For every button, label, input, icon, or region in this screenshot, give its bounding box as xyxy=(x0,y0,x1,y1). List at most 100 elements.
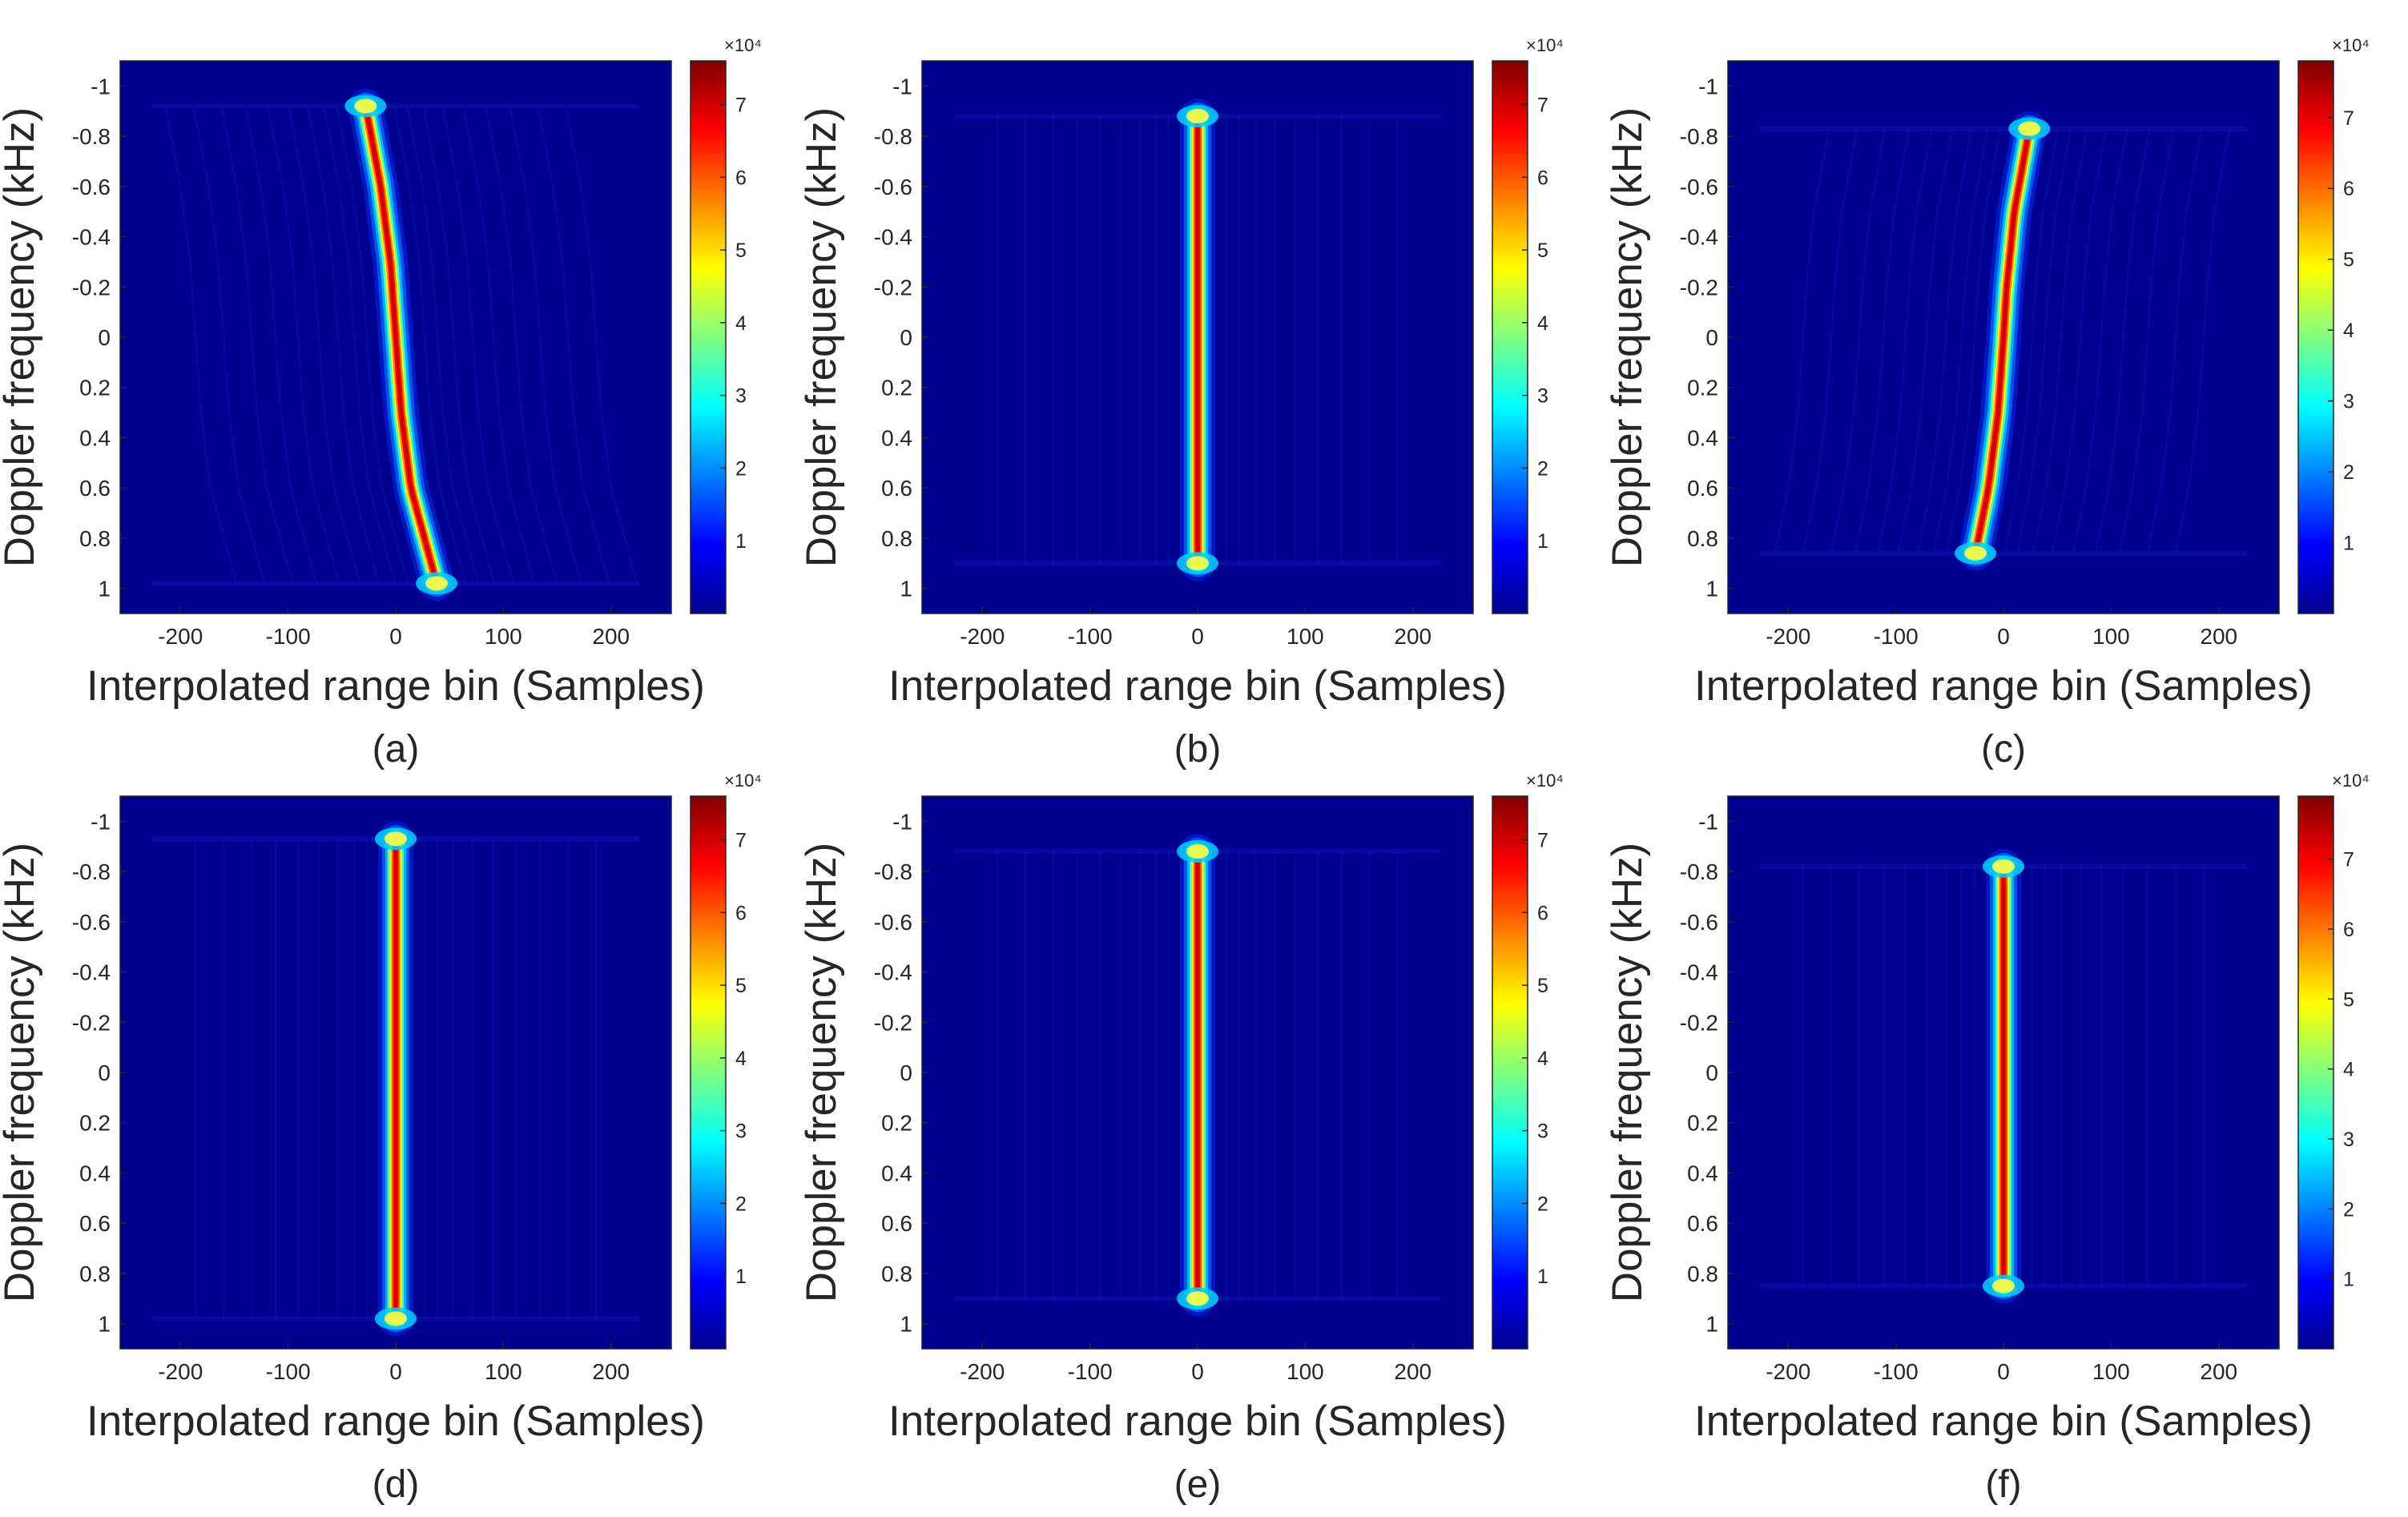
x-tick-label: -100 xyxy=(266,624,311,649)
y-tick-label: -1 xyxy=(892,809,912,834)
colorbar-tick-label: 5 xyxy=(735,975,747,997)
y-axis-label: Doppler frequency (kHz) xyxy=(1604,107,1651,567)
y-tick-label: 0.4 xyxy=(1687,425,1718,450)
sidelobe-curve xyxy=(1916,128,1973,553)
y-tick-label: 0.6 xyxy=(79,1211,111,1236)
colorbar-tick-label: 4 xyxy=(2343,1059,2354,1081)
y-tick-label: 0.6 xyxy=(881,1211,912,1236)
sidelobe-curve xyxy=(306,106,381,584)
colorbar-tick-label: 1 xyxy=(2343,1269,2354,1291)
sidelobe-curve xyxy=(2094,128,2151,553)
x-axis-label: Interpolated range bin (Samples) xyxy=(1694,1398,2313,1445)
y-tick-label: -0.6 xyxy=(1680,175,1718,199)
sidelobe-curve xyxy=(266,106,340,584)
y-tick-label: -0.6 xyxy=(72,910,111,935)
x-tick-label: -100 xyxy=(1068,1359,1113,1384)
colorbar-tick-label: 3 xyxy=(2343,1129,2354,1151)
sidelobe-curve xyxy=(1932,128,1989,553)
x-tick-label: 0 xyxy=(1997,1359,2010,1384)
y-tick-label: 0.2 xyxy=(881,376,912,400)
sidelobe-curve xyxy=(1774,128,1830,553)
heatmap-layer xyxy=(954,834,1441,1317)
y-tick-label: -0.8 xyxy=(874,859,912,884)
colorbar-frame xyxy=(2297,795,2334,1350)
y-tick-label: 0.6 xyxy=(1687,476,1718,501)
y-tick-label: -0.4 xyxy=(874,225,912,250)
y-axis-label: Doppler frequency (kHz) xyxy=(1604,843,1651,1302)
ridge-layer xyxy=(1974,127,2031,555)
sidelobe-curve xyxy=(1876,128,1933,553)
y-tick-label: -0.4 xyxy=(1680,960,1718,985)
colorbar-tick-label: 7 xyxy=(1537,829,1548,851)
panel: -200 -100 0 100 200 -1 -0.8 -0.6 -0.4 -0.2 0 0.2 0.4… xyxy=(1604,35,2370,771)
y-tick-label: 0.4 xyxy=(881,425,912,450)
colorbar-exponent: ×10⁴ xyxy=(724,771,762,791)
panel-label: (e) xyxy=(1174,1463,1222,1506)
sidelobe-curve xyxy=(287,106,361,584)
sidelobe-curve xyxy=(1945,128,2002,553)
colorbar-tick-label: 2 xyxy=(735,1193,747,1215)
x-tick-label: 200 xyxy=(1394,1359,1432,1384)
colorbar-frame xyxy=(1492,795,1528,1350)
y-tick-label: 1 xyxy=(98,577,111,602)
sidelobe-curve xyxy=(2031,128,2088,553)
x-tick-label: -200 xyxy=(1766,624,1810,649)
ridge-end-core xyxy=(1992,1278,2015,1294)
panel: -200 -100 0 100 200 -1 -0.8 -0.6 -0.4 -0.2 0 0.2 0.4… xyxy=(798,35,1564,771)
y-tick-label: -1 xyxy=(1698,74,1718,99)
y-axis-label: Doppler frequency (kHz) xyxy=(798,843,845,1302)
x-tick-label: 0 xyxy=(389,624,402,649)
colorbar-tick-label: 4 xyxy=(1537,312,1548,335)
x-tick-label: 100 xyxy=(485,1359,522,1384)
colorbar xyxy=(2298,796,2334,1349)
colorbar-exponent: ×10⁴ xyxy=(2332,35,2370,55)
colorbar-frame xyxy=(690,795,727,1350)
sidelobe-curve xyxy=(2072,128,2128,553)
sidelobe-curve xyxy=(163,106,238,584)
x-tick-label: 0 xyxy=(1997,624,2010,649)
y-tick-label: 0.8 xyxy=(881,1261,912,1286)
x-tick-label: 200 xyxy=(2200,1359,2237,1384)
heatmap-layer xyxy=(152,88,639,602)
y-tick-label: -0.6 xyxy=(1680,910,1718,935)
sidelobe-curve xyxy=(421,106,496,584)
x-axis-label: Interpolated range bin (Samples) xyxy=(888,1398,1507,1445)
x-tick-label: 100 xyxy=(485,624,522,649)
y-tick-label: -0.8 xyxy=(1680,859,1718,884)
colorbar-tick-label: 6 xyxy=(735,167,747,189)
ridge-end-core xyxy=(1186,1291,1209,1306)
colorbar-tick-label: 1 xyxy=(1537,1266,1548,1288)
heatmap-layer xyxy=(1760,848,2247,1304)
y-tick-label: 1 xyxy=(98,1312,111,1337)
colorbar-tick-label: 4 xyxy=(2343,320,2354,342)
panel: -200 -100 0 100 200 -1 -0.8 -0.6 -0.4 -0.2 0 0.2 0.4… xyxy=(0,35,762,771)
y-tick-label: 1 xyxy=(900,1312,912,1337)
colorbar-tick-label: 5 xyxy=(2343,249,2354,272)
colorbar-tick-label: 5 xyxy=(1537,239,1548,262)
y-tick-label: -0.2 xyxy=(874,1010,912,1035)
panel-label: (f) xyxy=(1985,1463,2021,1506)
y-tick-label: -0.4 xyxy=(874,960,912,985)
x-tick-label: -200 xyxy=(960,1359,1005,1384)
sidelobe-curve xyxy=(461,106,536,584)
colorbar-tick-label: 5 xyxy=(1537,975,1548,997)
y-tick-label: 0.6 xyxy=(79,476,111,501)
y-tick-label: 0.2 xyxy=(79,376,111,400)
panel: -200 -100 0 100 200 -1 -0.8 -0.6 -0.4 -0.2 0 0.2 0.4… xyxy=(0,771,762,1506)
colorbar-tick-label: 7 xyxy=(735,94,747,116)
x-tick-label: 100 xyxy=(2092,624,2130,649)
sidelobe-curve xyxy=(2015,128,2072,553)
colorbar-tick-label: 5 xyxy=(2343,988,2354,1011)
y-tick-label: 1 xyxy=(900,577,912,602)
sidelobe-curve xyxy=(2146,128,2203,553)
x-tick-label: 100 xyxy=(2092,1359,2130,1384)
sidelobe-curve xyxy=(2051,128,2108,553)
y-tick-label: -0.4 xyxy=(72,225,111,250)
ridge-end-core xyxy=(1964,545,1987,561)
colorbar xyxy=(691,796,726,1349)
y-tick-label: -0.4 xyxy=(72,960,111,985)
sidelobe-curve xyxy=(219,106,294,584)
colorbar-frame xyxy=(2297,60,2334,614)
y-tick-label: 0.8 xyxy=(79,1261,111,1286)
sidelobe-curve xyxy=(441,106,515,584)
